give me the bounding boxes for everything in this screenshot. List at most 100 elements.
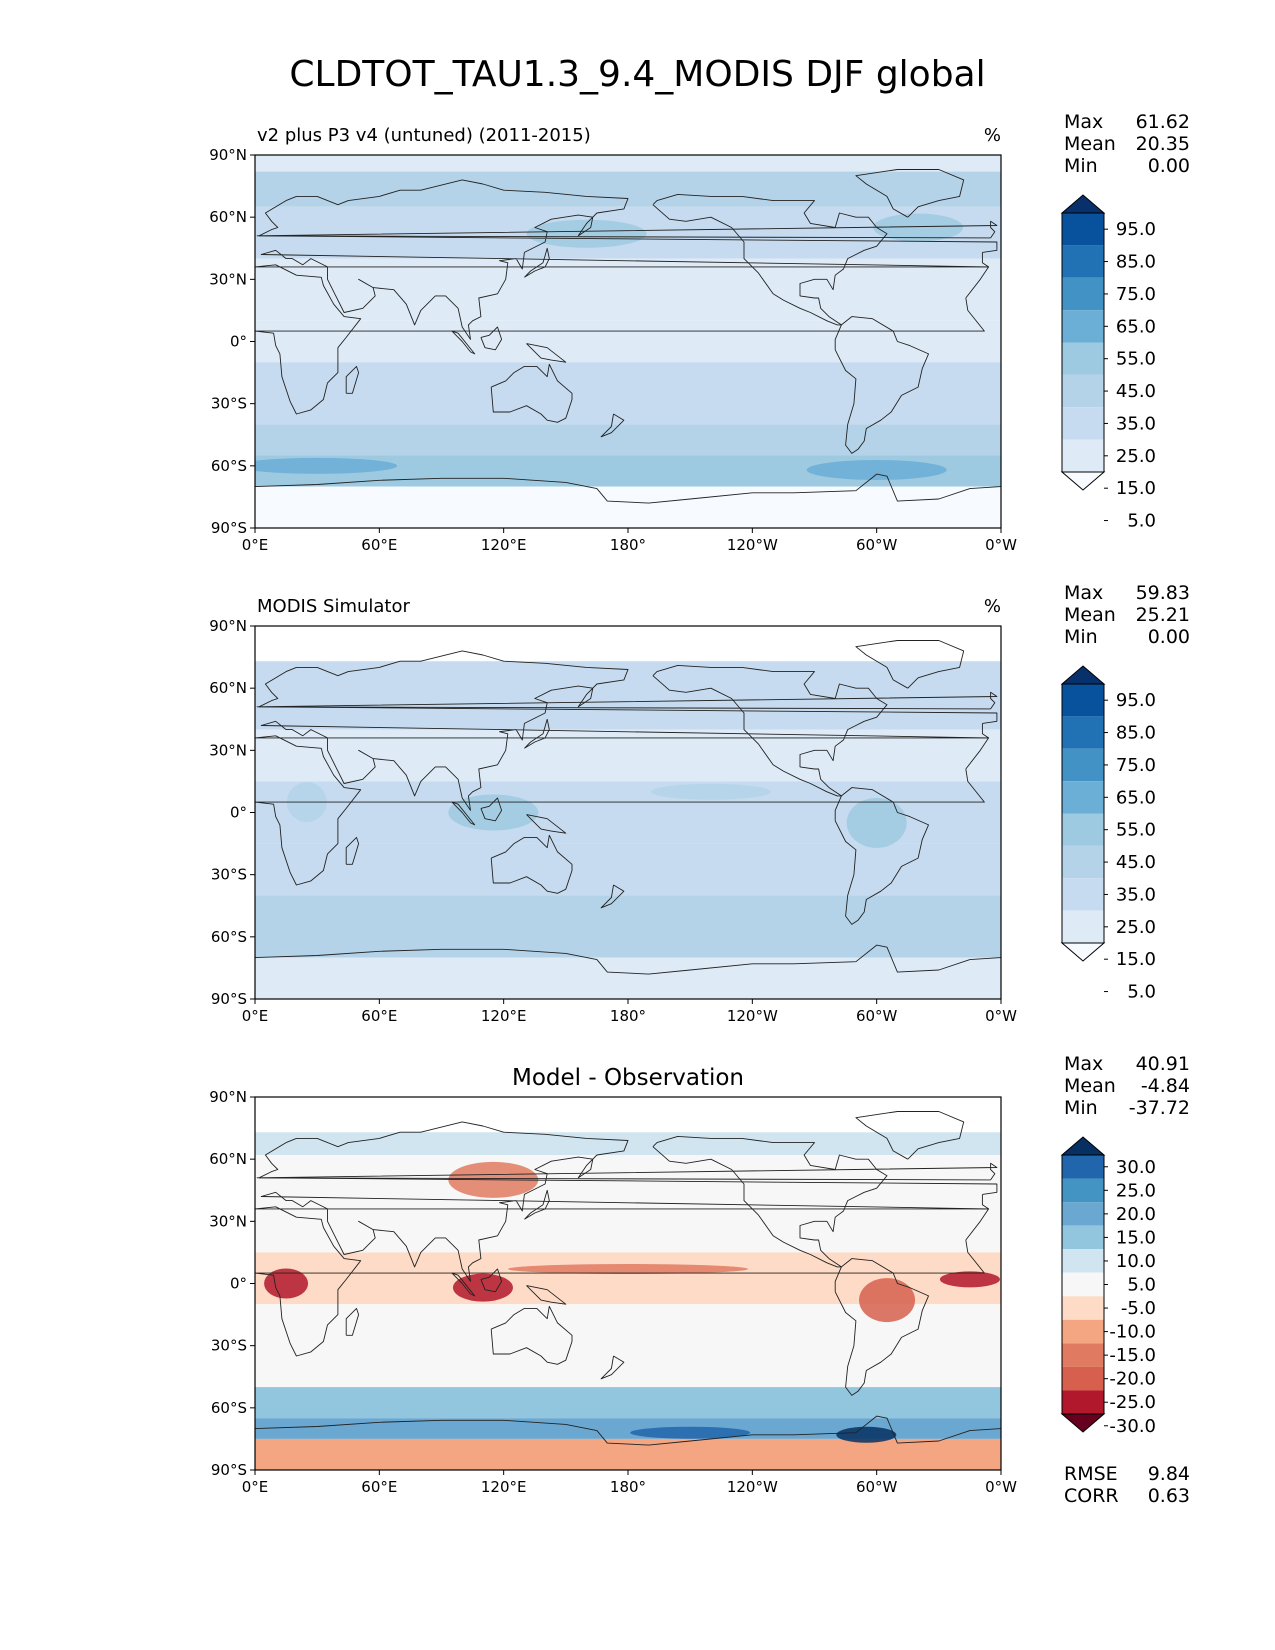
field-amazon — [846, 797, 907, 848]
colorbar-frame — [1061, 212, 1105, 473]
coastline-2 — [652, 1135, 888, 1268]
colorbar-segment — [1062, 374, 1104, 408]
colorbar-label: 5.0 — [1127, 1275, 1156, 1296]
band-arctic-diff — [255, 1132, 1001, 1156]
coastline-9 — [526, 343, 567, 363]
coastline-0 — [255, 264, 990, 415]
colorbar-extend-bottom — [1060, 1413, 1106, 1433]
coastline-11 — [524, 247, 550, 278]
coastline-8 — [451, 330, 476, 355]
stat-label-min: Min — [1064, 626, 1098, 648]
coastline-0 — [255, 735, 990, 886]
colorbar-segment — [1062, 1319, 1104, 1344]
colorbar-segment — [1062, 845, 1104, 879]
colorbar-label: 10.0 — [1116, 1251, 1156, 1272]
band-subtrop-south — [255, 843, 1001, 896]
band-high-north — [255, 661, 1001, 730]
colorbar-label: 15.0 — [1116, 949, 1156, 970]
lon-tick-label: 60°E — [361, 1478, 397, 1496]
field-itcz-neg — [508, 1263, 748, 1274]
panel-units: % — [984, 596, 1001, 617]
colorbar-label: 5.0 — [1127, 511, 1156, 532]
colorbar-segment — [1062, 1390, 1104, 1414]
lat-tick-label: 90°S — [211, 519, 247, 537]
colorbar-label: 35.0 — [1116, 413, 1156, 434]
colorbar-label: 35.0 — [1116, 884, 1156, 905]
colorbar-segment — [1062, 1296, 1104, 1320]
lat-tick-label: 90°N — [209, 1088, 247, 1106]
coastline-6 — [255, 1415, 1001, 1446]
coastline-0 — [255, 1206, 990, 1357]
band-antarctica-diff — [255, 1438, 1001, 1470]
lon-tick-label: 120°E — [481, 1007, 527, 1025]
coastline-5 — [490, 834, 573, 894]
colorbar-label: 75.0 — [1116, 755, 1156, 776]
coastline-1 — [258, 179, 998, 340]
coastline-11 — [524, 1189, 550, 1220]
colorbar: 95.0 85.0 75.0 65.0 55.0 45.0 35.0 25.0 15.0 5.0 — [1060, 194, 1156, 532]
coastline-13 — [256, 691, 998, 710]
band-southern-ocean-diff — [255, 1387, 1001, 1419]
colorbar-label: -5.0 — [1121, 1298, 1156, 1319]
coastline-3 — [855, 1111, 965, 1160]
lon-tick-label: 0°W — [985, 1007, 1017, 1025]
field-drake-passage — [806, 459, 947, 480]
colorbar: 30.025.0 20.015.0 10.0 5.0-5.0 -10.0-15.0 -20… — [1060, 1136, 1156, 1437]
colorbar-label: -15.0 — [1109, 1345, 1156, 1366]
colorbar-label: 15.0 — [1116, 1227, 1156, 1248]
colorbar-extend-top — [1060, 665, 1106, 685]
panel-title: MODIS Simulator — [257, 596, 410, 617]
field-maritime-neg — [452, 1273, 513, 1302]
field-southern-ocean-east — [255, 457, 398, 474]
coastline-6 — [255, 944, 1001, 975]
lon-tick-label: 120°W — [727, 1478, 778, 1496]
coastline-4 — [834, 316, 929, 454]
colorbar: 95.0 85.0 75.0 65.0 55.0 45.0 35.0 25.0 15.0 5.0 — [1060, 665, 1156, 1003]
lon-tick-label: 120°E — [481, 1478, 527, 1496]
field-ross-pos — [630, 1426, 751, 1439]
band-no-data-north — [255, 1097, 1001, 1133]
coastline-3 — [855, 640, 965, 689]
coastline-1 — [258, 1121, 998, 1282]
coastline-11 — [524, 718, 550, 749]
lat-tick-label: 60°S — [211, 928, 247, 946]
colorbar-segment — [1062, 439, 1104, 472]
colorbar-segment — [1062, 1202, 1104, 1226]
stat-label-mean: Mean — [1064, 1075, 1116, 1097]
colorbar-segment — [1062, 684, 1104, 717]
coastline-10 — [345, 1307, 360, 1336]
colorbar-label: -10.0 — [1109, 1322, 1156, 1343]
lat-tick-label: 30°S — [211, 1337, 247, 1355]
lat-tick-label: 30°N — [209, 741, 247, 759]
coastline-9 — [526, 1285, 567, 1305]
band-subtrop-south — [255, 362, 1001, 425]
band-high-north — [255, 171, 1001, 207]
field-weddell-pos — [836, 1426, 897, 1443]
colorbar-extend-bottom — [1060, 942, 1106, 962]
lat-tick-label: 90°S — [211, 1461, 247, 1479]
field-amazon-neg — [859, 1278, 916, 1323]
lat-tick-label: 90°N — [209, 617, 247, 635]
colorbar-label: 45.0 — [1116, 381, 1156, 402]
colorbar-segment — [1062, 910, 1104, 943]
lon-tick-label: 60°W — [856, 1478, 898, 1496]
colorbar-label: -25.0 — [1109, 1392, 1156, 1413]
lon-tick-label: 180° — [610, 1478, 646, 1496]
stat-value-min: 0.00 — [1148, 626, 1190, 648]
colorbar-label: 55.0 — [1116, 820, 1156, 841]
colorbar-segment — [1062, 277, 1104, 311]
coastline-2 — [652, 664, 888, 797]
band-antarctica — [255, 957, 1001, 999]
colorbar-segment — [1062, 1178, 1104, 1203]
band-tropics — [255, 320, 1001, 363]
coastline-8 — [451, 1272, 476, 1297]
colorbar-segment — [1062, 310, 1104, 343]
lon-tick-label: 0°E — [242, 1478, 269, 1496]
colorbar-label: 25.0 — [1116, 917, 1156, 938]
field-maritime-continent — [448, 794, 539, 831]
colorbar-extend-top — [1060, 1136, 1106, 1156]
coastline-8 — [451, 801, 476, 826]
colorbar-segment — [1062, 1272, 1104, 1297]
lon-tick-label: 0°E — [242, 536, 269, 554]
coastline-12 — [600, 1355, 625, 1380]
